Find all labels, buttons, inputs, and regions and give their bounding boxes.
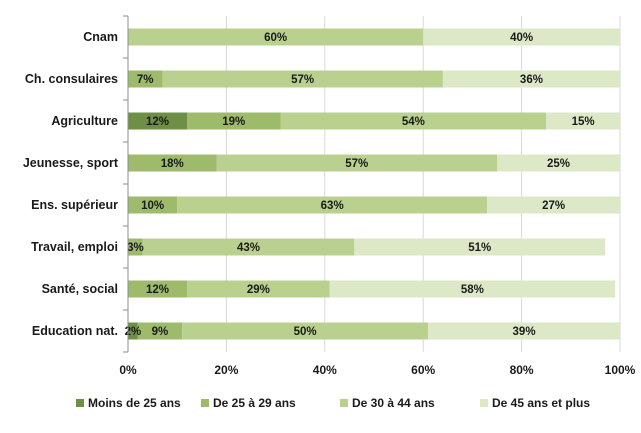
bar-segment	[137, 322, 183, 340]
data-label: 36%	[520, 74, 543, 86]
bar-segment	[142, 238, 355, 256]
bar-segment	[162, 70, 443, 88]
bar-segment	[428, 322, 620, 340]
data-label: 9%	[152, 326, 169, 338]
category-label: Ens. supérieur	[31, 198, 118, 212]
x-tick-label: 80%	[510, 363, 534, 377]
data-label: 7%	[137, 74, 154, 86]
bar-segment	[329, 280, 616, 298]
bar-segment	[128, 112, 188, 130]
axis-layer: 0% 20% 40% 60% 80% 100% Cnam Ch. consulaires Agr…	[23, 15, 636, 377]
category-label: Ch. consulaires	[25, 72, 118, 86]
category-label: Education nat.	[32, 324, 118, 338]
bar-segment	[487, 196, 620, 214]
data-label: 63%	[321, 200, 344, 212]
x-tick-label: 60%	[411, 363, 435, 377]
data-label: 43%	[237, 242, 260, 254]
data-label: 19%	[222, 116, 245, 128]
bar-segment	[354, 238, 606, 256]
category-label: Cnam	[83, 30, 118, 44]
bar-segment	[128, 70, 163, 88]
data-label: 3%	[127, 242, 144, 254]
data-labels-layer: 60% 40% 7% 57% 36% 12% 19% 54% 15% 18% 57% 25% 10% 63…	[125, 32, 595, 338]
data-label: 12%	[146, 284, 169, 296]
bar-segment	[546, 112, 620, 130]
category-label: Jeunesse, sport	[23, 156, 119, 170]
bar-segment	[128, 322, 138, 340]
x-tick-label: 100%	[605, 363, 636, 377]
bar-segment	[128, 154, 217, 172]
legend-label: De 25 à 29 ans	[213, 396, 296, 410]
bar-segment	[187, 280, 330, 298]
data-label: 60%	[264, 32, 287, 44]
x-tick-label: 20%	[214, 363, 238, 377]
x-tick-label: 40%	[313, 363, 337, 377]
data-label: 58%	[461, 284, 484, 296]
bar-segment	[187, 112, 281, 130]
legend-label: De 30 à 44 ans	[352, 396, 435, 410]
bar-segment	[423, 28, 620, 46]
category-label: Agriculture	[51, 114, 118, 128]
category-label: Travail, emploi	[31, 240, 118, 254]
data-label: 50%	[294, 326, 317, 338]
data-label: 39%	[513, 326, 536, 338]
data-label: 40%	[510, 32, 533, 44]
bar-segment	[128, 280, 188, 298]
legend-swatch	[480, 399, 488, 407]
grid-layer	[225, 16, 621, 352]
data-label: 10%	[141, 200, 164, 212]
data-label: 25%	[547, 158, 570, 170]
bar-segment	[177, 196, 488, 214]
data-label: 51%	[468, 242, 491, 254]
data-label: 2%	[125, 326, 142, 338]
data-label: 57%	[291, 74, 314, 86]
data-label: 15%	[572, 116, 595, 128]
bars-layer	[128, 28, 620, 340]
legend-swatch	[340, 399, 348, 407]
bar-segment	[128, 28, 424, 46]
bar-segment	[442, 70, 620, 88]
bar-segment	[497, 154, 620, 172]
bar-segment	[280, 112, 547, 130]
legend-swatch	[201, 399, 209, 407]
legend-label: Moins de 25 ans	[88, 396, 181, 410]
bar-segment	[216, 154, 497, 172]
legend-label: De 45 ans et plus	[492, 396, 590, 410]
bar-segment	[128, 238, 143, 256]
legend: Moins de 25 ans De 25 à 29 ans De 30 à 44 …	[76, 396, 590, 410]
data-label: 18%	[161, 158, 184, 170]
x-tick-label: 0%	[119, 363, 137, 377]
bar-segment	[182, 322, 429, 340]
data-label: 12%	[146, 116, 169, 128]
category-label: Santé, social	[42, 282, 118, 296]
bar-segment	[128, 196, 178, 214]
data-label: 29%	[247, 284, 270, 296]
legend-swatch	[76, 399, 84, 407]
data-label: 27%	[542, 200, 565, 212]
data-label: 54%	[402, 116, 425, 128]
data-label: 57%	[345, 158, 368, 170]
